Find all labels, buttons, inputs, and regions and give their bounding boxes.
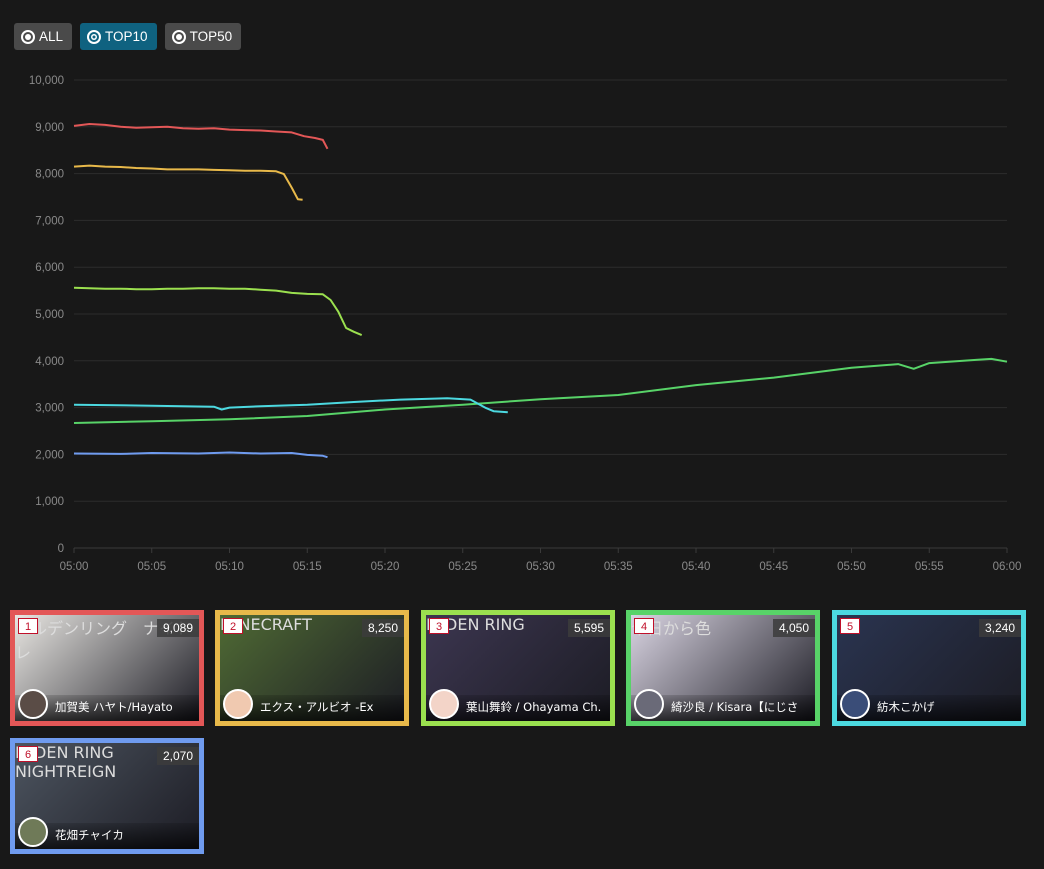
x-tick-label: 05:25 [448, 561, 477, 573]
radio-icon [21, 29, 35, 44]
avatar [18, 817, 48, 847]
filter-top10-label: TOP10 [105, 29, 148, 44]
channel-name: エクス・アルビオ -Ex [260, 700, 374, 714]
radio-icon [171, 29, 186, 44]
y-tick-label: 4,000 [35, 356, 64, 368]
rank-badge: 3 [429, 618, 449, 634]
x-tick-label: 05:10 [215, 561, 244, 573]
stream-card-1[interactable]: エルデンリング ナイトレ 1 9,089 加賀美 ハヤト/Hayato [10, 610, 204, 726]
x-tick-label: 05:20 [371, 561, 400, 573]
stream-card-2[interactable]: MINECRAFT 2 8,250 エクス・アルビオ -Ex [215, 610, 409, 726]
y-tick-label: 3,000 [35, 403, 64, 415]
series-line-2 [73, 164, 303, 201]
stream-card-6[interactable]: ELDEN RING NIGHTREIGN 6 2,070 花畑チャイカ [10, 738, 204, 854]
x-tick-label: 06:00 [993, 561, 1022, 573]
series-line-4 [73, 357, 1008, 424]
rank-badge: 1 [18, 618, 38, 634]
y-tick-label: 6,000 [35, 262, 64, 274]
thumbnail-title-text: ELDEN RING NIGHTREIGN [15, 743, 117, 781]
y-tick-label: 2,000 [35, 449, 64, 461]
x-tick-label: 05:35 [604, 561, 633, 573]
y-tick-label: 10,000 [29, 75, 64, 87]
avatar [18, 689, 48, 719]
filter-top50-button[interactable]: TOP50 [164, 23, 242, 50]
x-tick-label: 05:50 [837, 561, 866, 573]
stream-card-5[interactable]: 5 3,240 紡木こかげ [832, 610, 1026, 726]
x-tick-label: 05:55 [915, 561, 944, 573]
x-tick-label: 05:00 [60, 561, 89, 573]
avatar [223, 689, 253, 719]
thumbnail-title-text: エルデンリング ナイトレ [15, 619, 192, 662]
series-line-6 [73, 451, 328, 459]
channel-name: 綺沙良 / Kisara【にじさ [671, 700, 799, 714]
viewer-count: 2,070 [156, 747, 199, 765]
viewer-count: 9,089 [156, 619, 199, 637]
series-line-3 [73, 286, 363, 337]
viewers-line-chart: 0 1,000 2,000 3,000 4,000 5,000 6,000 7,000 8,00… [29, 75, 1022, 573]
filter-top50-label: TOP50 [189, 29, 233, 44]
viewer-count: 5,595 [567, 619, 610, 637]
y-tick-label: 5,000 [35, 309, 64, 321]
stream-card-3[interactable]: ELDEN RING 3 5,595 葉山舞鈴 / Ohayama Ch. [421, 610, 615, 726]
thumbnail-title-text: ELDEN RING [426, 615, 525, 634]
x-tick-label: 05:45 [759, 561, 788, 573]
y-tick-label: 0 [58, 543, 64, 555]
x-tick-label: 05:30 [526, 561, 555, 573]
filter-all-button[interactable]: ALL [14, 23, 73, 50]
channel-name: 加賀美 ハヤト/Hayato [55, 700, 173, 714]
x-tick-label: 05:15 [293, 561, 322, 573]
x-tick-label: 05:05 [137, 561, 166, 573]
rank-badge: 5 [840, 618, 860, 634]
series-line-1 [73, 123, 329, 150]
viewer-count: 8,250 [361, 619, 404, 637]
avatar [429, 689, 459, 719]
viewer-count: 4,050 [772, 619, 815, 637]
y-tick-label: 9,000 [35, 122, 64, 134]
series-line-5 [73, 397, 508, 414]
y-tick-label: 8,000 [35, 169, 64, 181]
avatar [840, 689, 870, 719]
filter-group: ALL TOP10 TOP50 [14, 23, 242, 50]
y-tick-label: 1,000 [35, 496, 64, 508]
filter-all-label: ALL [39, 29, 64, 44]
rank-badge: 4 [634, 618, 654, 634]
filter-top10-button[interactable]: TOP10 [80, 23, 157, 50]
rank-badge: 6 [18, 746, 38, 762]
viewer-count: 3,240 [978, 619, 1021, 637]
rank-badge: 2 [223, 618, 243, 634]
x-tick-label: 05:40 [682, 561, 711, 573]
channel-name: 紡木こかげ [877, 700, 935, 714]
stream-card-4[interactable]: 今日から色 4 4,050 綺沙良 / Kisara【にじさ [626, 610, 820, 726]
radio-selected-icon [87, 29, 102, 44]
y-tick-label: 7,000 [35, 215, 64, 227]
channel-name: 花畑チャイカ [55, 828, 124, 842]
channel-name: 葉山舞鈴 / Ohayama Ch. [466, 700, 602, 714]
avatar [634, 689, 664, 719]
